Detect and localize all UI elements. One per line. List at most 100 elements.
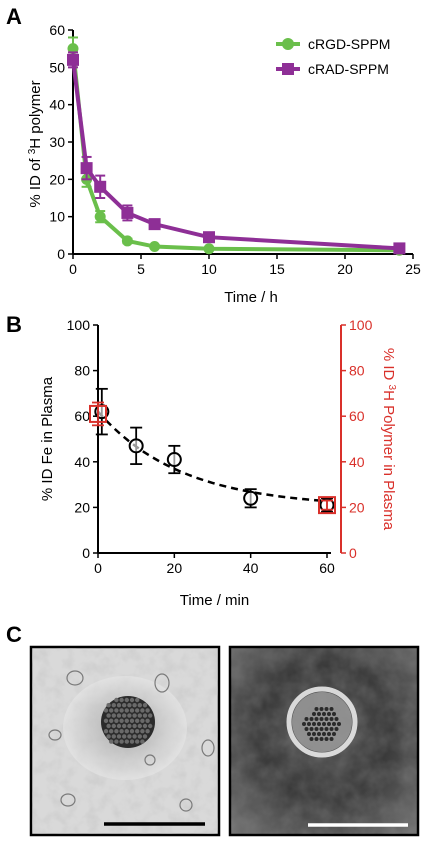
particle-right-39 bbox=[319, 737, 324, 741]
particle-right-24 bbox=[304, 727, 309, 731]
right-y-tick-label-2: 40 bbox=[349, 454, 365, 470]
particle-left-1 bbox=[119, 697, 124, 703]
left-y-tick-label-2: 40 bbox=[74, 454, 90, 470]
panel-c-micrographs bbox=[29, 645, 420, 837]
particle-left-63 bbox=[132, 734, 137, 739]
data-point-cRAD-SPPM-2 bbox=[94, 180, 107, 193]
data-point-cRAD-SPPM-0 bbox=[67, 53, 79, 66]
particle-left-20 bbox=[140, 708, 145, 713]
particle-left-0 bbox=[114, 697, 119, 703]
particle-left-21 bbox=[145, 708, 150, 713]
particle-right-23 bbox=[337, 722, 341, 726]
particle-left-49 bbox=[103, 729, 109, 734]
particle-left-19 bbox=[135, 708, 140, 713]
x-tick-label-0: 0 bbox=[94, 560, 102, 576]
particle-right-28 bbox=[324, 727, 329, 731]
particle-right-17 bbox=[307, 722, 311, 726]
particle-left-39 bbox=[145, 718, 150, 723]
particle-left-34 bbox=[119, 718, 124, 723]
particle-right-33 bbox=[317, 732, 321, 736]
data-point-cRGD-SPPM-4 bbox=[149, 241, 161, 253]
chart-b: 0 20 40 60 80 100 0 20 40 60 80 100 0 20 40 60 Time / mi… bbox=[39, 317, 398, 609]
particle-left-11 bbox=[137, 703, 142, 708]
panel-letter-b: B bbox=[6, 312, 22, 337]
particle-left-5 bbox=[106, 703, 111, 708]
x-tick-label-4: 20 bbox=[337, 261, 353, 277]
particle-left-46 bbox=[137, 723, 142, 729]
x-axis-title: Time / h bbox=[224, 289, 278, 306]
particle-right-29 bbox=[329, 727, 334, 731]
particle-left-50 bbox=[109, 729, 114, 734]
particle-left-56 bbox=[140, 729, 145, 734]
particle-right-22 bbox=[332, 722, 336, 726]
right-y-axis-title: % ID 3H Polymer in Plasma bbox=[380, 348, 398, 531]
x-tick-label-1: 20 bbox=[167, 560, 183, 576]
particle-right-37 bbox=[309, 737, 314, 741]
data-point-cRAD-SPPM-5 bbox=[203, 231, 215, 244]
x-tick-label-1: 5 bbox=[137, 261, 145, 277]
x-tick-label-5: 25 bbox=[405, 261, 421, 277]
data-point-left-1 bbox=[128, 438, 144, 454]
series-line-cRGD-SPPM bbox=[71, 48, 400, 253]
particle-left-41 bbox=[111, 723, 117, 729]
particle-right-6 bbox=[322, 712, 326, 716]
data-point-cRAD-SPPM-1 bbox=[80, 162, 93, 175]
particle-left-29 bbox=[142, 713, 148, 718]
particle-right-10 bbox=[309, 717, 314, 721]
legend-label-1: cRAD-SPPM bbox=[308, 61, 389, 77]
particle-left-55 bbox=[135, 729, 140, 734]
x-tick-label-0: 0 bbox=[69, 261, 77, 277]
particle-left-60 bbox=[116, 734, 122, 739]
particle-right-20 bbox=[322, 722, 326, 726]
particle-left-4 bbox=[135, 697, 140, 703]
particle-right-11 bbox=[314, 717, 319, 721]
legend-label-0: cRGD-SPPM bbox=[308, 36, 390, 52]
right-micrograph bbox=[228, 645, 420, 837]
particle-left-33 bbox=[114, 718, 119, 723]
left-y-tick-label-5: 100 bbox=[67, 317, 91, 333]
particle-left-9 bbox=[127, 703, 132, 708]
particle-left-2 bbox=[124, 697, 129, 703]
y-tick-label-4: 40 bbox=[49, 97, 65, 113]
particle-left-25 bbox=[122, 713, 127, 718]
particle-left-52 bbox=[119, 729, 124, 734]
particle-left-8 bbox=[122, 703, 127, 708]
y-tick-label-2: 20 bbox=[49, 171, 65, 187]
right-y-tick-label-3: 60 bbox=[349, 408, 365, 424]
particle-right-3 bbox=[329, 707, 334, 711]
particle-cluster-left bbox=[103, 697, 153, 744]
particle-left-35 bbox=[124, 718, 129, 723]
particle-left-40 bbox=[106, 723, 111, 729]
legend-marker-0 bbox=[282, 38, 294, 50]
fit-curve bbox=[97, 410, 328, 503]
particle-right-31 bbox=[307, 732, 311, 736]
x-tick-label-2: 10 bbox=[201, 261, 217, 277]
particle-left-69 bbox=[124, 739, 129, 744]
particle-left-3 bbox=[129, 697, 135, 703]
particle-left-62 bbox=[127, 734, 132, 739]
data-point-cRGD-SPPM-3 bbox=[121, 235, 133, 247]
particle-left-32 bbox=[109, 718, 114, 723]
x-axis-title: Time / min bbox=[180, 592, 249, 609]
y-tick-label-0: 0 bbox=[57, 246, 65, 262]
particle-left-10 bbox=[132, 703, 137, 708]
particle-right-7 bbox=[327, 712, 331, 716]
x-tick-label-3: 15 bbox=[269, 261, 285, 277]
particle-left-7 bbox=[116, 703, 122, 708]
particle-right-30 bbox=[334, 727, 339, 731]
particle-right-0 bbox=[314, 707, 319, 711]
particle-left-48 bbox=[148, 723, 153, 729]
particle-left-70 bbox=[129, 739, 135, 744]
data-point-right-0 bbox=[89, 404, 107, 423]
particle-left-47 bbox=[142, 723, 148, 729]
legend: cRGD-SPPM cRAD-SPPM bbox=[276, 36, 390, 77]
right-y-tick-label-0: 0 bbox=[349, 545, 357, 561]
data-point-right-1 bbox=[318, 496, 336, 515]
series-line-cRAD-SPPM bbox=[71, 59, 400, 251]
particle-left-38 bbox=[140, 718, 145, 723]
particle-left-61 bbox=[122, 734, 127, 739]
particle-right-1 bbox=[319, 707, 324, 711]
particle-right-19 bbox=[317, 722, 321, 726]
right-y-tick-label-1: 20 bbox=[349, 499, 365, 515]
particle-left-72 bbox=[140, 739, 145, 744]
